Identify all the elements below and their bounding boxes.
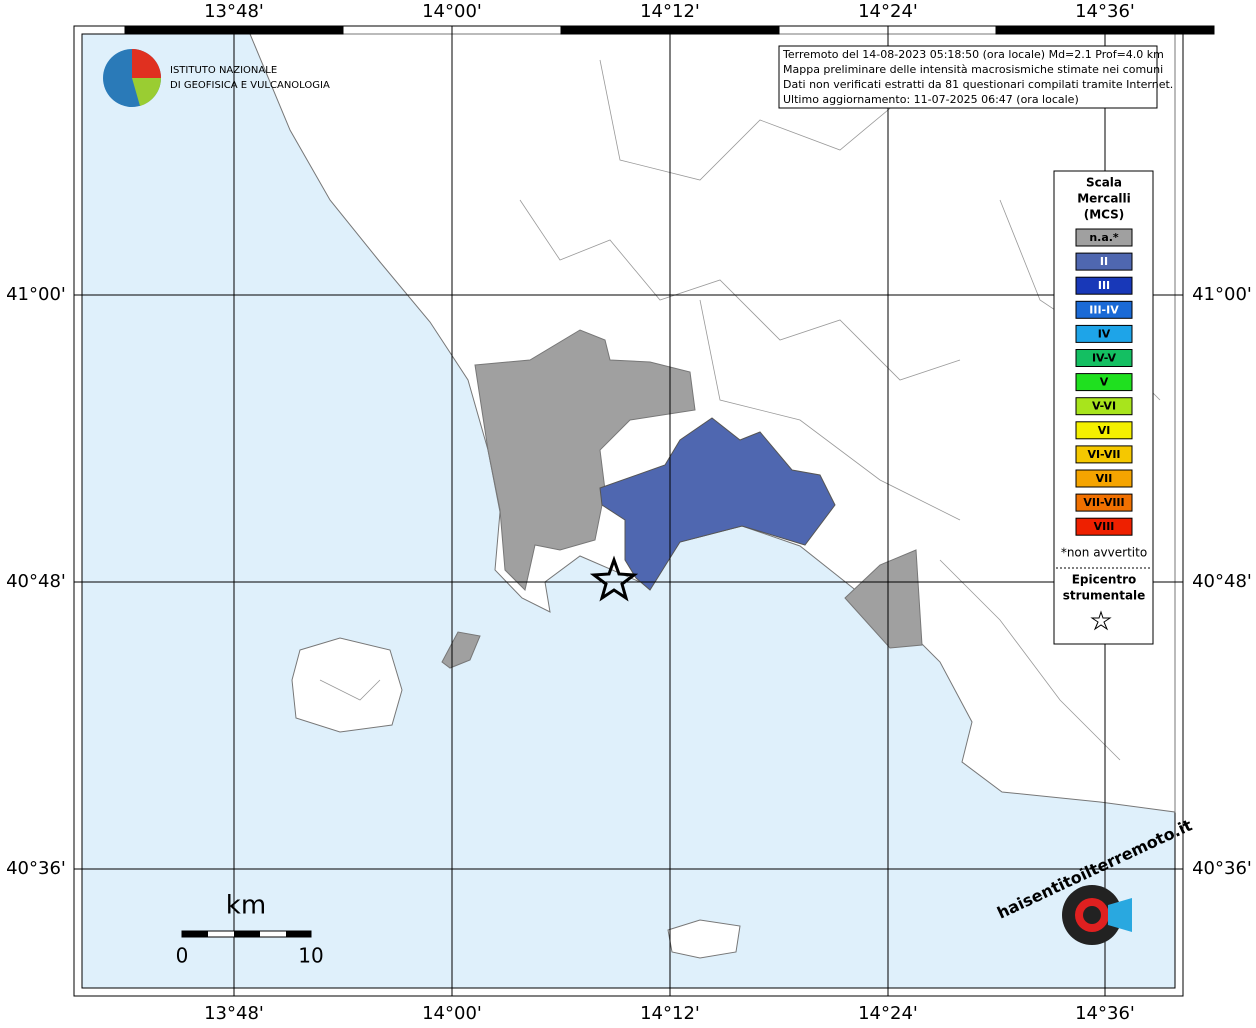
lat-label: 40°48' — [6, 571, 66, 592]
legend-note: *non avvertito — [1061, 546, 1147, 560]
capri — [667, 919, 741, 959]
scale-tick: 10 — [298, 944, 323, 968]
legend-swatch — [1075, 445, 1133, 464]
lon-label: 14°24' — [858, 1, 918, 22]
lon-label: 14°12' — [640, 1003, 700, 1024]
scale-bar — [181, 930, 312, 938]
lon-label: 14°36' — [1075, 1, 1135, 22]
intensity-na — [844, 549, 923, 649]
legend-title: Mercalli — [1077, 192, 1131, 206]
intensity-na — [474, 329, 696, 591]
info-line: Ultimo aggiornamento: 11-07-2025 06:47 (… — [783, 93, 1079, 106]
legend-swatch — [1075, 252, 1133, 271]
lon-label: 13°48' — [204, 1, 264, 22]
info-line: Dati non verificati estratti da 81 quest… — [783, 78, 1173, 91]
legend-swatch — [1075, 397, 1133, 416]
scale-unit: km — [226, 891, 266, 921]
info-line: Mappa preliminare delle intensità macros… — [783, 63, 1163, 76]
legend-swatch — [1075, 493, 1133, 512]
logo — [103, 49, 162, 107]
epicenter-star — [589, 555, 639, 602]
legend-label: VI-VII — [1087, 448, 1120, 461]
lon-label: 14°36' — [1075, 1003, 1135, 1024]
legend-epicenter: Epicentro — [1072, 573, 1137, 587]
ischia — [291, 637, 403, 733]
legend-swatch — [1075, 469, 1133, 488]
frame-tick — [124, 25, 344, 35]
info-line: Terremoto del 14-08-2023 05:18:50 (ora l… — [782, 48, 1164, 61]
lat-label: 40°36' — [1192, 858, 1252, 879]
logo-text: DI GEOFISICA E VULCANOLOGIA — [170, 80, 330, 91]
legend-swatch — [1075, 300, 1133, 319]
lon-label: 14°00' — [422, 1, 482, 22]
intensity-ii — [599, 417, 836, 591]
legend-swatch — [1075, 228, 1133, 247]
lon-label: 13°48' — [204, 1003, 264, 1024]
lon-label: 14°24' — [858, 1003, 918, 1024]
legend-swatch — [1075, 421, 1133, 440]
lat-label: 41°00' — [6, 284, 66, 305]
lat-label: 40°48' — [1192, 571, 1252, 592]
legend-label: V-VI — [1092, 400, 1116, 413]
scale-tick: 0 — [176, 944, 189, 968]
frame-tick — [560, 25, 780, 35]
legend-label: III — [1098, 279, 1110, 292]
legend-swatch — [1075, 517, 1133, 536]
legend-label: VI — [1098, 424, 1111, 437]
legend-title: Scala — [1086, 176, 1122, 190]
legend-label: III-IV — [1089, 303, 1119, 316]
lon-label: 14°12' — [640, 1, 700, 22]
logo-text: ISTITUTO NAZIONALE — [170, 65, 277, 76]
legend-swatch — [1075, 349, 1133, 367]
lat-label: 40°36' — [6, 858, 66, 879]
lat-label: 41°00' — [1192, 284, 1252, 305]
watermark-logo — [1062, 885, 1132, 945]
legend-epicenter: strumentale — [1063, 589, 1146, 603]
legend-swatch — [1075, 373, 1133, 392]
legend-label: VII — [1096, 472, 1113, 485]
info-box — [778, 45, 1158, 109]
legend-title: (MCS) — [1084, 208, 1125, 222]
legend-label: VII-VIII — [1083, 496, 1124, 509]
legend-label: n.a.* — [1089, 231, 1119, 244]
legend-label: IV-V — [1092, 352, 1117, 365]
legend-label: V — [1100, 376, 1109, 389]
legend-label: IV — [1098, 327, 1111, 340]
legend-label: II — [1100, 255, 1108, 268]
legend-label: VIII — [1094, 520, 1115, 533]
lon-label: 14°00' — [422, 1003, 482, 1024]
frame-tick — [995, 25, 1215, 35]
legend-star — [1090, 610, 1112, 631]
legend-swatch — [1075, 276, 1133, 295]
legend-swatch — [1075, 324, 1133, 343]
